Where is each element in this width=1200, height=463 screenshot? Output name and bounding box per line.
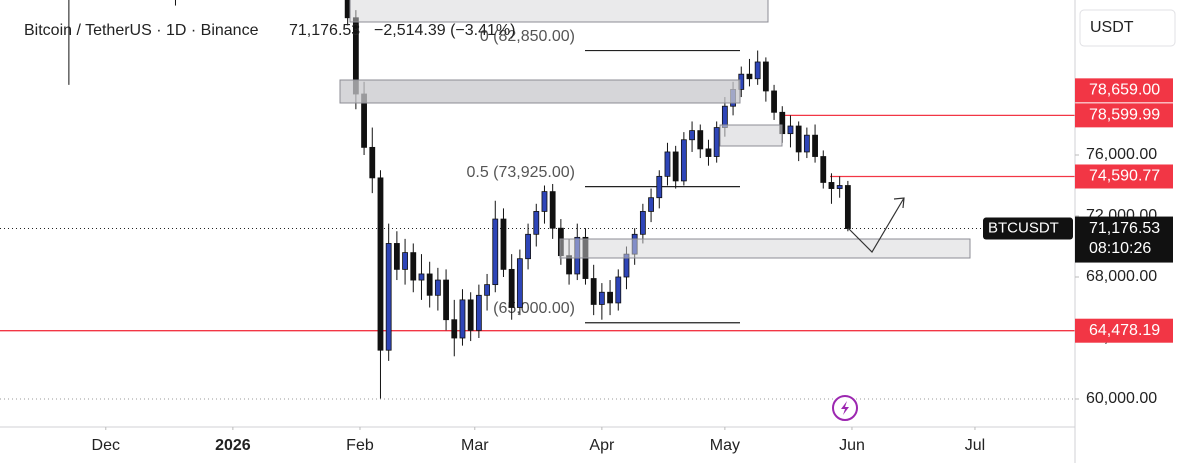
candle-body bbox=[393, 243, 400, 270]
projection-arrow bbox=[847, 197, 905, 253]
x-tick-label: May bbox=[710, 437, 740, 454]
candle-body bbox=[639, 211, 646, 235]
candle-body bbox=[484, 284, 490, 296]
candle-body bbox=[467, 299, 474, 331]
price-line-tag bbox=[1075, 164, 1173, 189]
candle-body bbox=[672, 151, 679, 182]
y-tick-label: 76,000.00 bbox=[1086, 146, 1157, 163]
x-tick-label: Mar bbox=[461, 437, 489, 454]
x-tick-label: Jul bbox=[965, 437, 985, 454]
header-last: 71,176.53 bbox=[289, 22, 360, 39]
lightning-icon bbox=[832, 395, 858, 421]
candle-body bbox=[787, 125, 794, 135]
candle-body bbox=[664, 151, 671, 177]
y-tick-label: 60,000.00 bbox=[1086, 390, 1157, 407]
candle-body bbox=[590, 278, 597, 305]
candle-body bbox=[762, 61, 769, 92]
candle-body bbox=[500, 218, 507, 270]
candle-body bbox=[377, 177, 384, 351]
price-line-label: 74,590.77 bbox=[1089, 168, 1160, 185]
candle-body bbox=[549, 191, 556, 229]
candle-body bbox=[705, 148, 712, 157]
zone-box bbox=[339, 79, 741, 104]
zone-box bbox=[349, 0, 769, 23]
x-tick-label: 2026 bbox=[215, 437, 251, 454]
candle-body bbox=[771, 90, 777, 113]
x-tick-label: Jun bbox=[839, 437, 865, 454]
current-price-label: 71,176.53 bbox=[1089, 220, 1160, 237]
drawings bbox=[339, 0, 971, 259]
candle-body bbox=[459, 299, 466, 339]
candle-body bbox=[607, 291, 613, 304]
candle-body bbox=[828, 182, 835, 189]
candle-body bbox=[344, 0, 351, 19]
candle-body bbox=[721, 105, 728, 128]
candle-body bbox=[820, 156, 827, 183]
price-line-label: 78,659.00 bbox=[1089, 82, 1160, 99]
header-symbol: Bitcoin / TetherUS · 1D · Binance bbox=[24, 22, 259, 39]
candle-body bbox=[541, 191, 548, 212]
price-line-tag bbox=[1075, 103, 1173, 128]
fib-label: 0 (82,850.00) bbox=[480, 28, 575, 45]
candle-body bbox=[713, 127, 720, 157]
candle-body bbox=[434, 279, 441, 296]
candle-body bbox=[844, 185, 851, 229]
zone-box bbox=[719, 124, 783, 147]
price-line-label: 78,599.99 bbox=[1089, 107, 1160, 124]
candle-body bbox=[795, 125, 802, 153]
fib-label: 0.5 (73,925.00) bbox=[466, 164, 575, 181]
candle-body bbox=[697, 130, 704, 150]
x-tick-label: Dec bbox=[92, 437, 120, 454]
candle-body bbox=[533, 211, 540, 235]
candle-body bbox=[598, 291, 605, 305]
candle-body bbox=[451, 319, 458, 339]
fib-label: (65,000.00) bbox=[493, 300, 575, 317]
zone-box bbox=[559, 238, 971, 259]
candle-body bbox=[426, 273, 433, 296]
candle-body bbox=[754, 61, 761, 80]
currency-button-label[interactable]: USDT bbox=[1090, 19, 1134, 36]
candle-body bbox=[402, 252, 408, 270]
price-line-label: 64,478.19 bbox=[1089, 322, 1160, 339]
candle-body bbox=[689, 130, 695, 141]
candle-body bbox=[385, 243, 392, 351]
currency-button[interactable] bbox=[1079, 9, 1176, 47]
candle-body bbox=[475, 294, 482, 331]
countdown-label: 08:10:26 bbox=[1089, 240, 1151, 257]
current-price-tag bbox=[1075, 216, 1173, 263]
candle-body bbox=[492, 218, 499, 286]
candle-body bbox=[418, 273, 425, 281]
price-line-tag bbox=[1075, 318, 1173, 343]
candle-body bbox=[803, 134, 810, 153]
x-tick-label: Apr bbox=[589, 437, 615, 454]
candle-body bbox=[656, 175, 663, 199]
symbol-tag bbox=[983, 217, 1073, 240]
candle-body bbox=[443, 279, 449, 321]
symbol-tag-label: BTCUSDT bbox=[988, 220, 1059, 237]
candle-body bbox=[812, 134, 818, 157]
candle-body bbox=[615, 276, 622, 304]
candle-body bbox=[746, 73, 753, 80]
candle-body bbox=[516, 258, 523, 308]
price-line-tag bbox=[1075, 78, 1173, 103]
candle-body bbox=[525, 233, 531, 260]
candle-body bbox=[410, 252, 417, 281]
candle-body bbox=[836, 185, 843, 189]
candle-body bbox=[369, 146, 376, 179]
candle-body bbox=[648, 197, 654, 212]
x-tick-label: Feb bbox=[346, 437, 374, 454]
y-tick-label: 68,000.00 bbox=[1086, 268, 1157, 285]
candle-body bbox=[680, 139, 687, 182]
candle-body bbox=[508, 268, 515, 308]
header-change: −2,514.39 (−3.41%) bbox=[374, 22, 515, 39]
